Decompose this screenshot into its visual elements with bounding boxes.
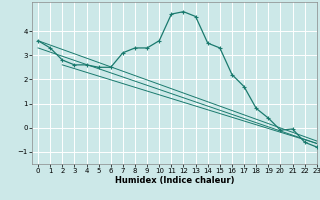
X-axis label: Humidex (Indice chaleur): Humidex (Indice chaleur) [115,176,234,185]
